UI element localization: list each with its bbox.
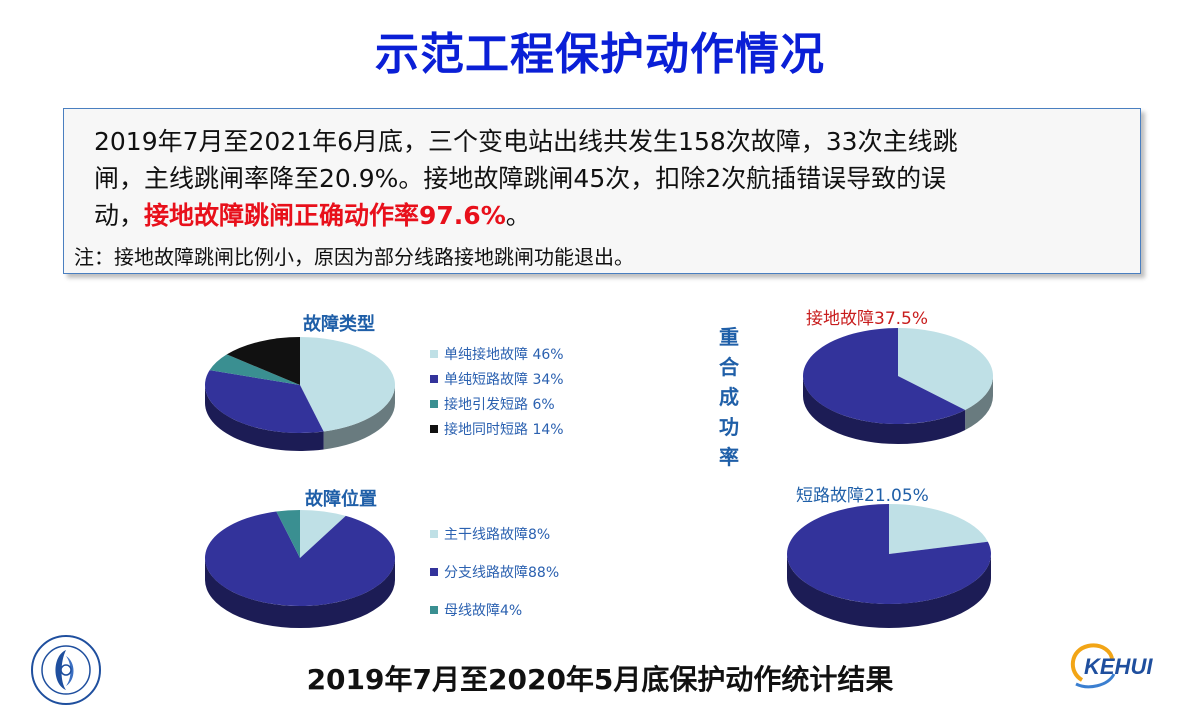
summary-line-2: 闸，主线跳闸率降至20.9%。接地故障跳闸45次，扣除2次航插错误导致的误 [94,164,947,193]
pie-slice-0 [300,337,396,432]
vert-char-4: 功 [719,415,739,439]
legend-item: 单纯接地故障 46% [430,344,564,364]
summary-note: 注：接地故障跳闸比例小，原因为部分线路接地跳闸功能退出。 [74,245,634,269]
legend-label: 主干线路故障8% [444,527,551,543]
pie-chart-fault-type [204,337,396,451]
summary-text: 2019年7月至2021年6月底，三个变电站出线共发生158次故障，33次主线跳… [84,123,1124,234]
legend-label: 分支线路故障88% [444,565,560,581]
pie-slice-0 [300,510,346,558]
legend-swatch [430,568,438,576]
summary-line-3: 动，接地故障跳闸正确动作率97.6%。 [84,197,1124,234]
pie-slice-2 [276,510,300,558]
pie-chart-fault-location [205,510,395,628]
legend-swatch [430,530,438,538]
legend-item: 主干线路故障8% [430,524,550,544]
reclosing-success-rate-label: 重 合 成 功 率 [714,322,744,472]
summary-line-1: 2019年7月至2021年6月底，三个变电站出线共发生158次故障，33次主线跳 [94,127,958,156]
legend-label: 接地同时短路 14% [444,422,564,438]
kehui-logo-text: KEHUI [1084,654,1153,679]
chart-title-ground-fault: 接地故障37.5% [806,309,929,329]
legend-item: 接地同时短路 14% [430,419,564,439]
pie-slice-0 [898,328,993,410]
summary-line-3-suffix: 。 [505,201,531,230]
chart-title-short-circuit: 短路故障21.05% [796,486,929,506]
pie-side-1-0 [787,554,991,628]
pie-slice-0 [889,504,988,554]
legend-label: 接地引发短路 6% [444,397,555,413]
legend-item: 母线故障4% [430,600,522,620]
pie-chart-ground-fault [803,328,993,444]
legend-swatch [430,400,438,408]
pie-slice-1 [205,511,395,606]
summary-highlight: 接地故障跳闸正确动作率97.6% [144,201,506,230]
summary-line-3-prefix: 动， [94,201,145,230]
pie-side-1-0 [205,558,395,628]
footer-caption: 2019年7月至2020年5月底保护动作统计结果 [306,663,894,696]
pie-side-1-0 [205,385,324,451]
legend-item: 接地引发短路 6% [430,394,555,414]
legend-label: 单纯接地故障 46% [444,347,564,363]
pie-slice-1 [204,370,324,433]
kehui-logo: KEHUI [1068,640,1188,690]
vert-char-5: 率 [719,445,739,469]
page-title: 示范工程保护动作情况 [375,29,825,80]
legend-item: 单纯短路故障 34% [430,369,564,389]
legend-label: 母线故障4% [444,603,523,619]
pie-slice-2 [209,354,300,385]
pie-slice-3 [226,337,300,385]
chart-title-fault-location: 故障位置 [305,489,377,510]
summary-box: 2019年7月至2021年6月底，三个变电站出线共发生158次故障，33次主线跳… [63,108,1141,274]
legend-swatch [430,425,438,433]
kehui-logo-mark [1071,643,1116,689]
pie-slice-1 [787,504,991,604]
pie-side-0-0 [323,385,395,450]
vert-char-2: 合 [719,355,739,379]
legend-label: 单纯短路故障 34% [444,372,564,388]
legend-swatch [430,375,438,383]
legend-item: 分支线路故障88% [430,562,559,582]
university-logo [31,635,101,705]
pie-side-0-0 [965,376,993,430]
legend-swatch [430,350,438,358]
legend-swatch [430,606,438,614]
pie-slice-1 [803,328,966,424]
vert-char-3: 成 [719,385,739,409]
chart-title-fault-type: 故障类型 [303,314,375,335]
pie-chart-short-circuit [787,504,991,628]
vert-char-1: 重 [719,325,739,349]
pie-side-1-0 [803,376,966,444]
